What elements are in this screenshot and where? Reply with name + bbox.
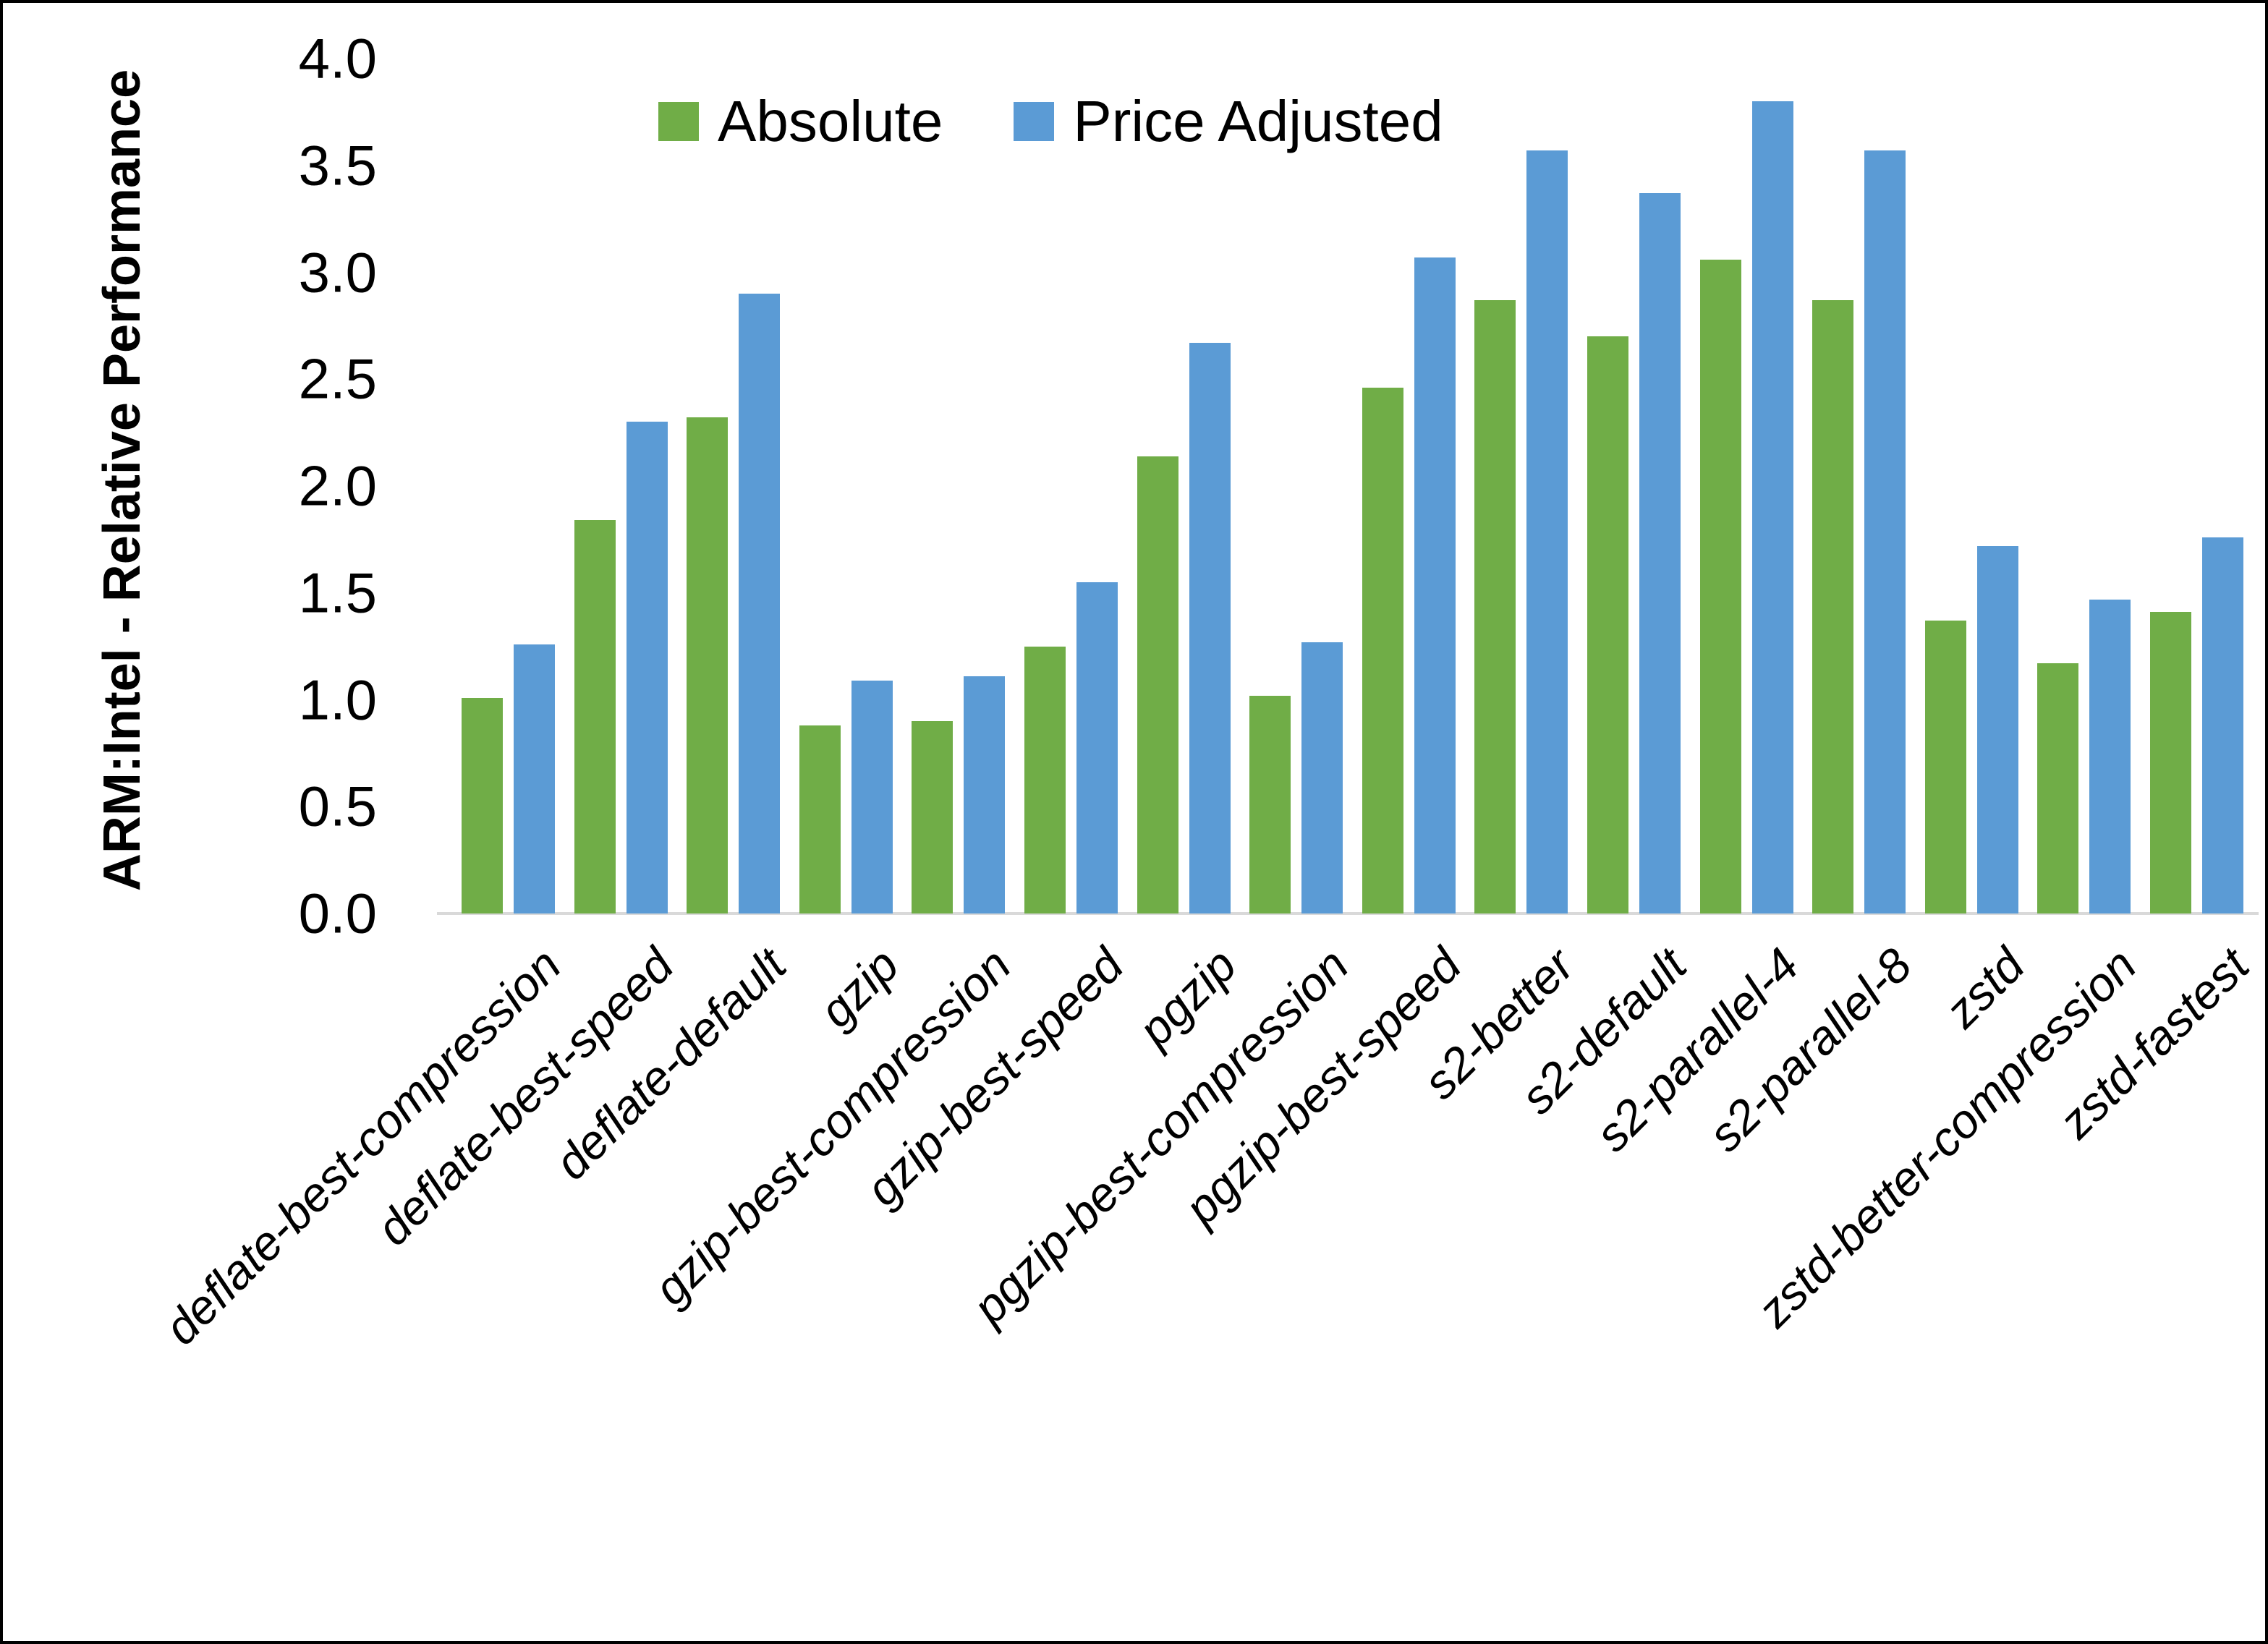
bar-absolute-pgzip — [1137, 456, 1178, 913]
y-tick-label: 3.0 — [298, 240, 377, 304]
y-tick-label: 4.0 — [298, 26, 377, 90]
x-category-label-gzip: gzip — [808, 937, 909, 1038]
legend-item-price-adjusted: Price Adjusted — [1014, 88, 1443, 155]
bar-absolute-deflate-best-speed — [574, 520, 616, 913]
bar-price-adjusted-deflate-best-speed — [627, 422, 668, 913]
bar-price-adjusted-pgzip-best-speed — [1414, 257, 1456, 913]
y-tick-label: 1.5 — [298, 561, 377, 625]
bar-absolute-pgzip-best-speed — [1362, 388, 1403, 913]
bar-price-adjusted-deflate-best-compression — [514, 644, 555, 913]
y-tick-label: 0.0 — [298, 881, 377, 945]
bar-absolute-s2-parallel-4 — [1700, 260, 1741, 913]
y-tick-label: 2.5 — [298, 346, 377, 411]
bar-absolute-s2-parallel-8 — [1812, 300, 1853, 913]
y-axis-title: ARM:Intel - Relative Performance — [93, 69, 151, 892]
bar-absolute-deflate-default — [687, 417, 728, 913]
bar-price-adjusted-pgzip-best-compression — [1301, 642, 1343, 913]
bar-absolute-zstd — [1925, 621, 1966, 913]
bar-price-adjusted-zstd-better-compression — [2089, 600, 2131, 913]
bar-absolute-gzip-best-compression — [912, 721, 953, 913]
legend-swatch-absolute — [658, 102, 699, 141]
bar-price-adjusted-s2-default — [1639, 193, 1681, 913]
bar-price-adjusted-s2-better — [1526, 150, 1568, 913]
legend: Absolute Price Adjusted — [658, 88, 1443, 155]
bar-absolute-s2-better — [1474, 300, 1516, 913]
bar-absolute-zstd-better-compression — [2037, 663, 2078, 913]
legend-swatch-price-adjusted — [1014, 102, 1055, 141]
y-tick-label: 1.0 — [298, 668, 377, 731]
legend-label-price-adjusted: Price Adjusted — [1073, 89, 1443, 153]
legend-item-absolute: Absolute — [658, 88, 943, 155]
legend-label-absolute: Absolute — [718, 89, 943, 153]
bar-absolute-gzip — [799, 725, 841, 913]
bar-price-adjusted-gzip-best-speed — [1076, 582, 1118, 913]
bar-price-adjusted-deflate-default — [739, 294, 780, 913]
bar-price-adjusted-gzip-best-compression — [964, 676, 1005, 913]
bar-absolute-zstd-fastest — [2150, 612, 2191, 913]
bar-price-adjusted-gzip — [851, 681, 893, 913]
bar-absolute-s2-default — [1587, 336, 1628, 913]
bar-price-adjusted-s2-parallel-8 — [1864, 150, 1906, 913]
bar-price-adjusted-s2-parallel-4 — [1752, 101, 1793, 913]
bar-price-adjusted-zstd — [1977, 546, 2018, 913]
x-category-label-zstd: zstd — [1934, 937, 2034, 1038]
y-tick-label: 2.0 — [298, 453, 377, 518]
bar-absolute-pgzip-best-compression — [1249, 696, 1291, 913]
y-tick-label: 3.5 — [298, 133, 377, 197]
bar-absolute-deflate-best-compression — [462, 698, 503, 913]
bar-absolute-gzip-best-speed — [1024, 647, 1066, 913]
bar-price-adjusted-zstd-fastest — [2202, 537, 2243, 913]
y-tick-label: 0.5 — [298, 774, 377, 838]
x-axis-line — [437, 912, 2259, 915]
bar-price-adjusted-pgzip — [1189, 343, 1231, 913]
